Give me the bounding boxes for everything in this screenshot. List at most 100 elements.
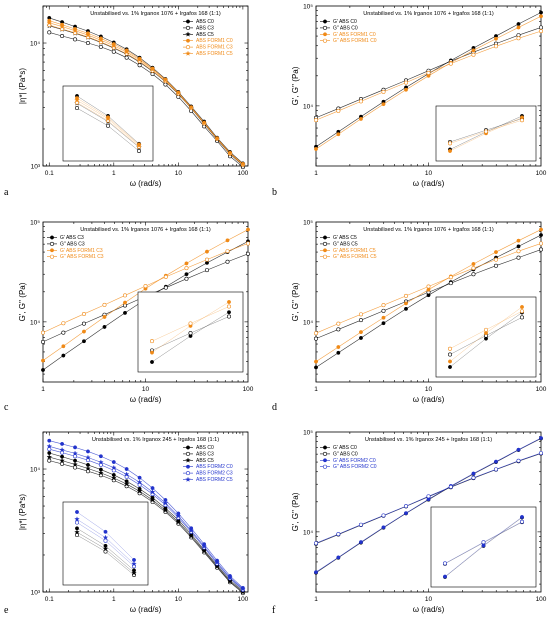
x-tick-label: 1 [112, 596, 116, 603]
data-point [201, 543, 207, 549]
data-point [136, 488, 143, 494]
data-point [184, 266, 189, 271]
inset-point [150, 360, 154, 364]
data-point [98, 459, 104, 465]
plot-frame [42, 431, 249, 593]
data-point [493, 263, 498, 268]
data-point [539, 233, 543, 238]
panel-label-c: c [4, 402, 9, 413]
data-point [123, 49, 130, 55]
chart-title: Unstabilised vs. 1% Irganox 1076 + Irgaf… [80, 227, 211, 233]
data-point [381, 89, 386, 94]
data-point [59, 447, 65, 453]
inset-point [131, 561, 137, 567]
data-point [516, 22, 521, 26]
legend-marker [49, 241, 54, 246]
legend-entry: G'' ABS C0 [333, 25, 358, 31]
data-point [426, 284, 431, 289]
data-point [336, 327, 341, 332]
inset-point [74, 516, 80, 522]
legend-marker [186, 471, 191, 476]
data-point [313, 541, 318, 546]
data-point [111, 49, 116, 54]
inset-point [103, 538, 108, 543]
legend-marker [322, 254, 327, 259]
data-point [162, 507, 169, 513]
data-point [143, 284, 148, 289]
data-point [204, 268, 209, 273]
data-point [246, 241, 251, 246]
inset-point [447, 141, 452, 146]
legend-entry: G'' ABS FORM1 C0 [333, 38, 377, 44]
x-tick-label: 1 [314, 170, 318, 177]
y-tick-label: 10⁵ [303, 4, 313, 11]
data-point [336, 345, 341, 349]
data-point [111, 460, 116, 464]
chart-title: Unstabilised vs. 1% Irganox 1076 + Irgaf… [363, 11, 494, 17]
legend-entry: ABS C3 [196, 25, 214, 31]
data-point [539, 436, 543, 440]
data-point [98, 44, 103, 49]
data-point [538, 247, 543, 252]
y-axis-label: G', G'' (Pa) [291, 492, 300, 531]
x-tick-label: 10 [142, 386, 150, 393]
data-point [201, 548, 207, 554]
y-axis-label: G', G'' (Pa) [18, 282, 27, 321]
x-tick-label: 1 [41, 386, 45, 393]
data-point [494, 459, 498, 464]
series-line [49, 446, 244, 590]
data-point [123, 310, 127, 315]
data-point [175, 513, 182, 519]
data-point [336, 532, 341, 537]
legend-entry: ABS C0 [196, 445, 214, 451]
x-axis-label: ω (rad/s) [413, 179, 445, 188]
data-point [205, 260, 209, 265]
data-point [40, 330, 45, 335]
data-point [471, 266, 476, 271]
data-point [40, 339, 45, 344]
inset-point [227, 314, 232, 319]
data-point [60, 34, 65, 39]
data-point [516, 255, 521, 260]
inset-point [75, 520, 80, 525]
legend-entry: G' ABS FORM1 C0 [333, 32, 376, 38]
data-point [41, 368, 45, 372]
x-tick-label: 100 [536, 386, 547, 393]
y-tick-label: 10⁵ [303, 220, 313, 227]
legend-marker [185, 457, 191, 463]
data-point [358, 318, 363, 323]
inset-point [442, 561, 447, 566]
data-point [205, 249, 209, 254]
panel-d: 1 10 100 10⁴ 10⁵ ω (rad/s) G', G'' (Pa) Unstabi… [291, 220, 547, 405]
data-point [61, 321, 66, 326]
inset-point [227, 310, 231, 315]
data-point [516, 36, 521, 41]
inset-point [448, 365, 452, 369]
data-point [381, 102, 386, 107]
data-point [404, 504, 409, 509]
inset-point [519, 118, 524, 123]
inset-point [519, 519, 524, 524]
data-point [46, 19, 52, 26]
x-tick-label: 0.1 [45, 596, 54, 603]
data-point [188, 533, 194, 539]
data-point [61, 344, 66, 349]
data-point [162, 500, 169, 506]
data-point [381, 321, 386, 326]
inset-point [74, 529, 80, 535]
data-point [123, 471, 130, 477]
data-point [359, 540, 363, 545]
data-point [471, 471, 476, 476]
data-point [404, 306, 408, 311]
data-point [314, 365, 318, 370]
legend-entry: G'' ABS FORM2 C0 [333, 464, 377, 470]
legend-entry: ABS C0 [196, 19, 214, 25]
x-tick-label: 10 [425, 596, 433, 603]
data-point [358, 312, 363, 317]
legend-marker [185, 31, 191, 37]
x-tick-label: 100 [536, 170, 547, 177]
series-line [49, 22, 244, 165]
legend-marker [49, 254, 54, 259]
legend-marker [322, 451, 327, 456]
